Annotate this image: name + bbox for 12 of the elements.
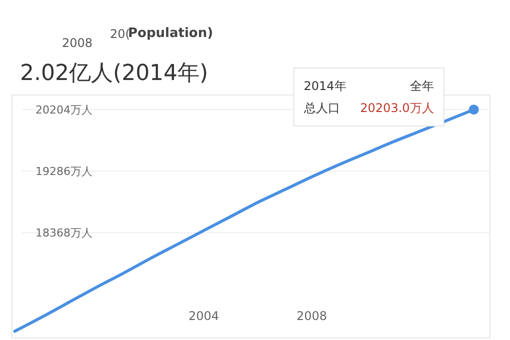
text: Population) [128,26,214,41]
y-tick-label: 18368万人 [36,226,92,240]
text: 2014年 [304,79,346,93]
text: 2008 [62,36,93,50]
x-tick-label: 2004 [188,309,220,323]
y-tick-label: 19286万人 [36,165,92,178]
text: 全年 [410,79,434,93]
chart-title: 2.02亿人(2014年) [20,61,208,86]
annotation: 20203.0万人 [360,101,434,115]
annotation: 总人口 [302,101,340,115]
text: 20( [110,27,130,41]
y-tick-label: 20204万人 [36,104,92,116]
